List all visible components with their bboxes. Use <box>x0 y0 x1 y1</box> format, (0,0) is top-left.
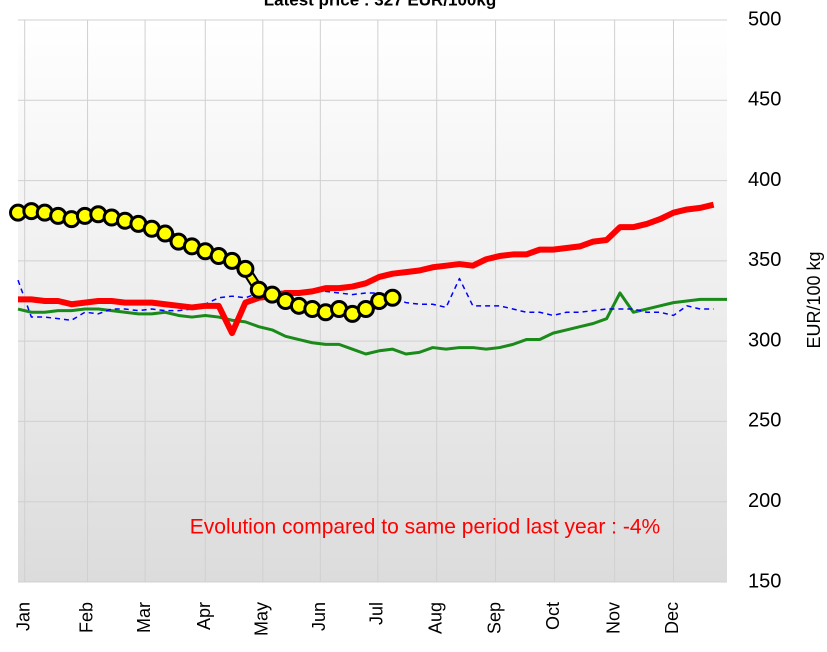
y-tick-label: 450 <box>748 89 781 111</box>
x-tick-label: Nov <box>603 602 623 634</box>
y-tick-label: 250 <box>748 410 781 432</box>
x-tick-label: Jan <box>13 602 33 631</box>
marker <box>223 251 242 270</box>
x-tick-label: Feb <box>76 602 96 633</box>
marker <box>236 259 255 278</box>
y-tick-label: 150 <box>748 570 781 592</box>
series-line <box>17 291 727 356</box>
x-tick-label: Apr <box>194 602 214 630</box>
x-tick-label: Jul <box>367 602 387 625</box>
x-tick-label: Mar <box>134 602 154 633</box>
x-tick-label: Jun <box>309 602 329 631</box>
x-tick-label: May <box>252 602 272 636</box>
x-tick-label: Dec <box>662 602 682 634</box>
marker <box>356 300 375 319</box>
y-axis-label: EUR/100 kg <box>804 251 824 348</box>
y-tick-label: 400 <box>748 169 781 191</box>
y-tick-label: 200 <box>748 490 781 512</box>
marker <box>156 224 175 243</box>
x-tick-label: Aug <box>425 602 445 634</box>
x-tick-label: Oct <box>543 602 563 630</box>
series-line <box>17 277 714 322</box>
y-tick-label: 500 <box>748 8 781 30</box>
y-tick-label: 350 <box>748 249 781 271</box>
marker <box>383 288 402 307</box>
y-tick-label: 300 <box>748 329 781 351</box>
annotation: Evolution compared to same period last y… <box>190 516 660 539</box>
series-line <box>18 201 715 337</box>
x-tick-label: Sep <box>484 602 504 634</box>
